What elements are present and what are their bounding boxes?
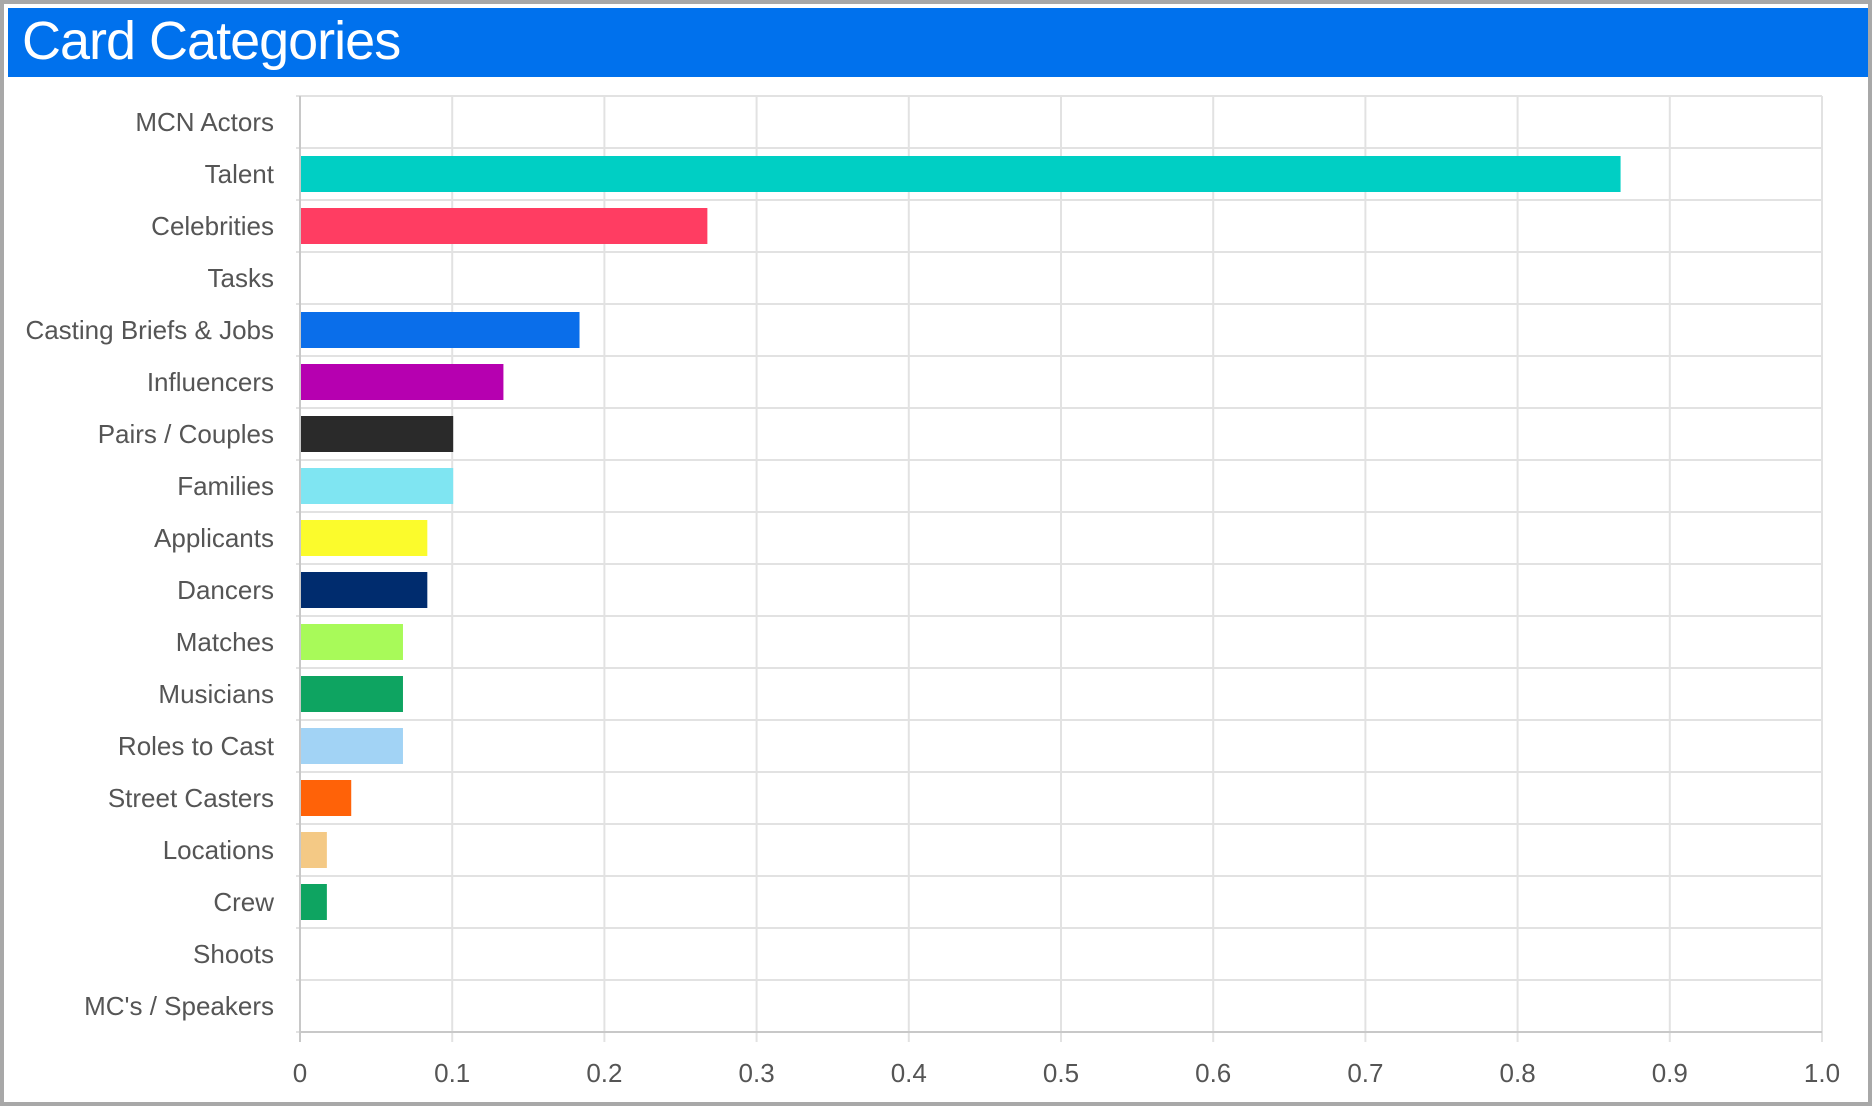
x-tick-label: 0.2 (586, 1058, 622, 1088)
category-label: Roles to Cast (118, 731, 275, 761)
title-bar: Card Categories (8, 8, 1868, 77)
x-tick-label: 1.0 (1804, 1058, 1840, 1088)
bar[interactable] (301, 624, 403, 660)
x-tick-label: 0.5 (1043, 1058, 1079, 1088)
grid-lines (296, 95, 1823, 1042)
category-label: Locations (163, 835, 274, 865)
bar[interactable] (301, 312, 580, 348)
bar[interactable] (301, 468, 454, 504)
category-labels: MCN Actors Talent Celebrities Tasks Casting … (25, 107, 274, 1021)
x-tick-label: 0.6 (1195, 1058, 1231, 1088)
bar[interactable] (301, 676, 403, 712)
x-tick-label: 0.4 (891, 1058, 927, 1088)
category-label: Influencers (147, 367, 274, 397)
x-tick-label: 0 (293, 1058, 307, 1088)
x-tick-label: 0.3 (739, 1058, 775, 1088)
category-label: Casting Briefs & Jobs (25, 315, 274, 345)
bars (301, 156, 1621, 920)
category-label: Pairs / Couples (98, 419, 274, 449)
x-tick-label: 0.1 (434, 1058, 470, 1088)
bar[interactable] (301, 416, 454, 452)
bar[interactable] (301, 520, 428, 556)
category-label: Talent (205, 159, 275, 189)
bar[interactable] (301, 572, 428, 608)
bar[interactable] (301, 832, 327, 868)
category-label: Celebrities (151, 211, 274, 241)
bar[interactable] (301, 884, 327, 920)
category-label: Dancers (177, 575, 274, 605)
category-label: Street Casters (108, 783, 274, 813)
category-label: Applicants (154, 523, 274, 553)
category-label: Musicians (158, 679, 274, 709)
bar[interactable] (301, 156, 1621, 192)
x-tick-label: 0.9 (1652, 1058, 1688, 1088)
chart-title: Card Categories (22, 11, 401, 71)
bar[interactable] (301, 780, 352, 816)
category-label: Crew (213, 887, 274, 917)
x-axis-ticks: 0 0.1 0.2 0.3 0.4 0.5 0.6 0.7 0.8 0.9 1.0 (293, 1058, 1840, 1088)
category-label: Shoots (193, 939, 274, 969)
category-label: Families (177, 471, 274, 501)
bar[interactable] (301, 208, 708, 244)
category-label: Tasks (208, 263, 274, 293)
category-label: Matches (176, 627, 274, 657)
x-tick-label: 0.7 (1347, 1058, 1383, 1088)
category-label: MCN Actors (135, 107, 274, 137)
bar[interactable] (301, 728, 403, 764)
bar[interactable] (301, 364, 504, 400)
category-label: MC's / Speakers (84, 991, 274, 1021)
x-tick-label: 0.8 (1500, 1058, 1536, 1088)
